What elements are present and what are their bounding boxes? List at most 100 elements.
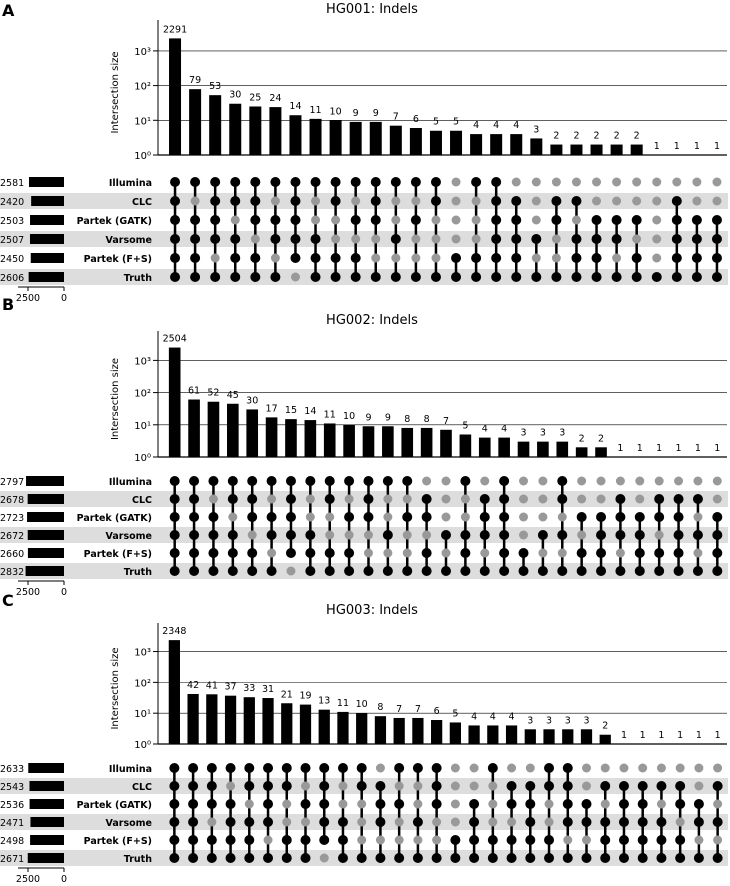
matrix-dot-active bbox=[310, 234, 321, 244]
matrix-dot-active bbox=[300, 763, 311, 773]
matrix-dot-inactive bbox=[652, 253, 662, 263]
matrix-dot-active bbox=[208, 548, 219, 558]
matrix-dot-active bbox=[637, 799, 648, 809]
matrix-dot-inactive bbox=[538, 512, 548, 522]
matrix-dot-active bbox=[631, 272, 642, 282]
matrix-dot-active bbox=[637, 781, 648, 791]
bar-value-label: 1 bbox=[654, 141, 660, 152]
matrix-dot-inactive bbox=[450, 781, 460, 791]
matrix-dot-inactive bbox=[652, 215, 662, 225]
matrix-dot-active bbox=[675, 781, 686, 791]
matrix-dot-active bbox=[571, 196, 582, 206]
y-tick-label: 10¹ bbox=[134, 709, 151, 720]
matrix-dot-inactive bbox=[319, 853, 329, 863]
matrix-dot-inactive bbox=[391, 215, 401, 225]
matrix-dot-active bbox=[693, 853, 704, 863]
intersection-bar bbox=[207, 401, 220, 457]
set-size-bar bbox=[28, 272, 64, 282]
intersection-bar bbox=[369, 121, 382, 155]
bar-value-label: 1 bbox=[714, 141, 720, 152]
matrix-dot-inactive bbox=[357, 817, 367, 827]
matrix-dot-inactive bbox=[460, 494, 470, 504]
matrix-dot-inactive bbox=[383, 512, 393, 522]
intersection-bar bbox=[595, 447, 607, 457]
matrix-dot-active bbox=[671, 253, 682, 263]
matrix-dot-inactive bbox=[692, 177, 702, 187]
matrix-dot-active bbox=[691, 215, 702, 225]
matrix-dot-active bbox=[637, 853, 648, 863]
matrix-dot-active bbox=[190, 272, 201, 282]
matrix-dot-active bbox=[169, 781, 180, 791]
intersection-bar bbox=[246, 409, 259, 457]
intersection-bar bbox=[470, 134, 483, 155]
matrix-dot-inactive bbox=[551, 234, 561, 244]
matrix-dot-inactive bbox=[712, 476, 722, 486]
intersection-bar bbox=[209, 95, 222, 155]
matrix-dot-inactive bbox=[394, 835, 404, 845]
matrix-dot-active bbox=[370, 196, 381, 206]
matrix-dot-inactive bbox=[402, 494, 412, 504]
matrix-dot-active bbox=[487, 853, 498, 863]
matrix-dot-inactive bbox=[635, 494, 645, 504]
matrix-dot-active bbox=[285, 476, 296, 486]
bar-value-label: 1 bbox=[658, 730, 664, 741]
matrix-dot-active bbox=[169, 817, 180, 827]
bar-value-label: 5 bbox=[453, 117, 459, 128]
bar-value-label: 6 bbox=[434, 706, 440, 717]
matrix-dot-inactive bbox=[525, 763, 535, 773]
matrix-dot-active bbox=[206, 763, 217, 773]
intersection-bar bbox=[490, 134, 503, 155]
bar-value-label: 3 bbox=[583, 715, 589, 726]
matrix-dot-active bbox=[557, 476, 568, 486]
bar-value-label: 3 bbox=[527, 715, 533, 726]
panel-a: A HG001: Indels 10⁰ 10¹ 10² 10³ Intersection s… bbox=[0, 1, 728, 304]
set-size-bar bbox=[30, 835, 64, 845]
intersection-bar bbox=[304, 420, 317, 457]
bar-value-label: 2 bbox=[602, 721, 608, 732]
matrix-dot-active bbox=[337, 853, 348, 863]
matrix-dot-inactive bbox=[632, 177, 642, 187]
matrix-dot-active bbox=[285, 530, 296, 540]
matrix-dot-active bbox=[525, 799, 536, 809]
matrix-dot-active bbox=[310, 177, 321, 187]
matrix-dot-active bbox=[356, 853, 367, 863]
set-size-tick-label: 2500 bbox=[16, 293, 40, 304]
set-size-label: 2723 bbox=[0, 513, 24, 524]
set-size-bar bbox=[25, 566, 65, 576]
matrix-dot-inactive bbox=[363, 530, 373, 540]
matrix-dot-active bbox=[611, 234, 622, 244]
matrix-dot-active bbox=[266, 512, 277, 522]
matrix-dot-active bbox=[692, 530, 703, 540]
matrix-dot-inactive bbox=[582, 763, 591, 773]
matrix-dot-active bbox=[250, 253, 261, 263]
intersection-bar bbox=[318, 709, 330, 744]
matrix-dot-active bbox=[188, 799, 199, 809]
intersection-bar bbox=[168, 347, 181, 457]
matrix-dot-active bbox=[469, 835, 480, 845]
intersection-bar bbox=[168, 640, 180, 744]
bar-value-label: 25 bbox=[249, 92, 261, 103]
matrix-dot-active bbox=[557, 566, 568, 576]
intersection-bar bbox=[187, 693, 199, 744]
matrix-dot-active bbox=[537, 566, 548, 576]
bar-value-label: 2291 bbox=[163, 24, 187, 35]
matrix-dot-inactive bbox=[511, 177, 521, 187]
matrix-dot-inactive bbox=[351, 196, 361, 206]
set-size-label: 2498 bbox=[0, 836, 24, 847]
matrix-dot-active bbox=[600, 817, 611, 827]
set-size-label: 2678 bbox=[0, 495, 24, 506]
matrix-dot-inactive bbox=[632, 196, 642, 206]
matrix-dot-active bbox=[673, 548, 684, 558]
matrix-dot-inactive bbox=[441, 512, 451, 522]
matrix-dot-active bbox=[263, 817, 274, 827]
matrix-dot-active bbox=[692, 494, 703, 504]
matrix-dot-inactive bbox=[460, 512, 470, 522]
matrix-dot-active bbox=[227, 566, 238, 576]
matrix-dot-inactive bbox=[267, 494, 277, 504]
matrix-dot-active bbox=[712, 530, 723, 540]
matrix-dot-inactive bbox=[538, 476, 548, 486]
matrix-dot-inactive bbox=[270, 253, 280, 263]
matrix-dot-active bbox=[525, 835, 536, 845]
matrix-dot-inactive bbox=[713, 763, 723, 773]
matrix-dot-active bbox=[430, 272, 441, 282]
